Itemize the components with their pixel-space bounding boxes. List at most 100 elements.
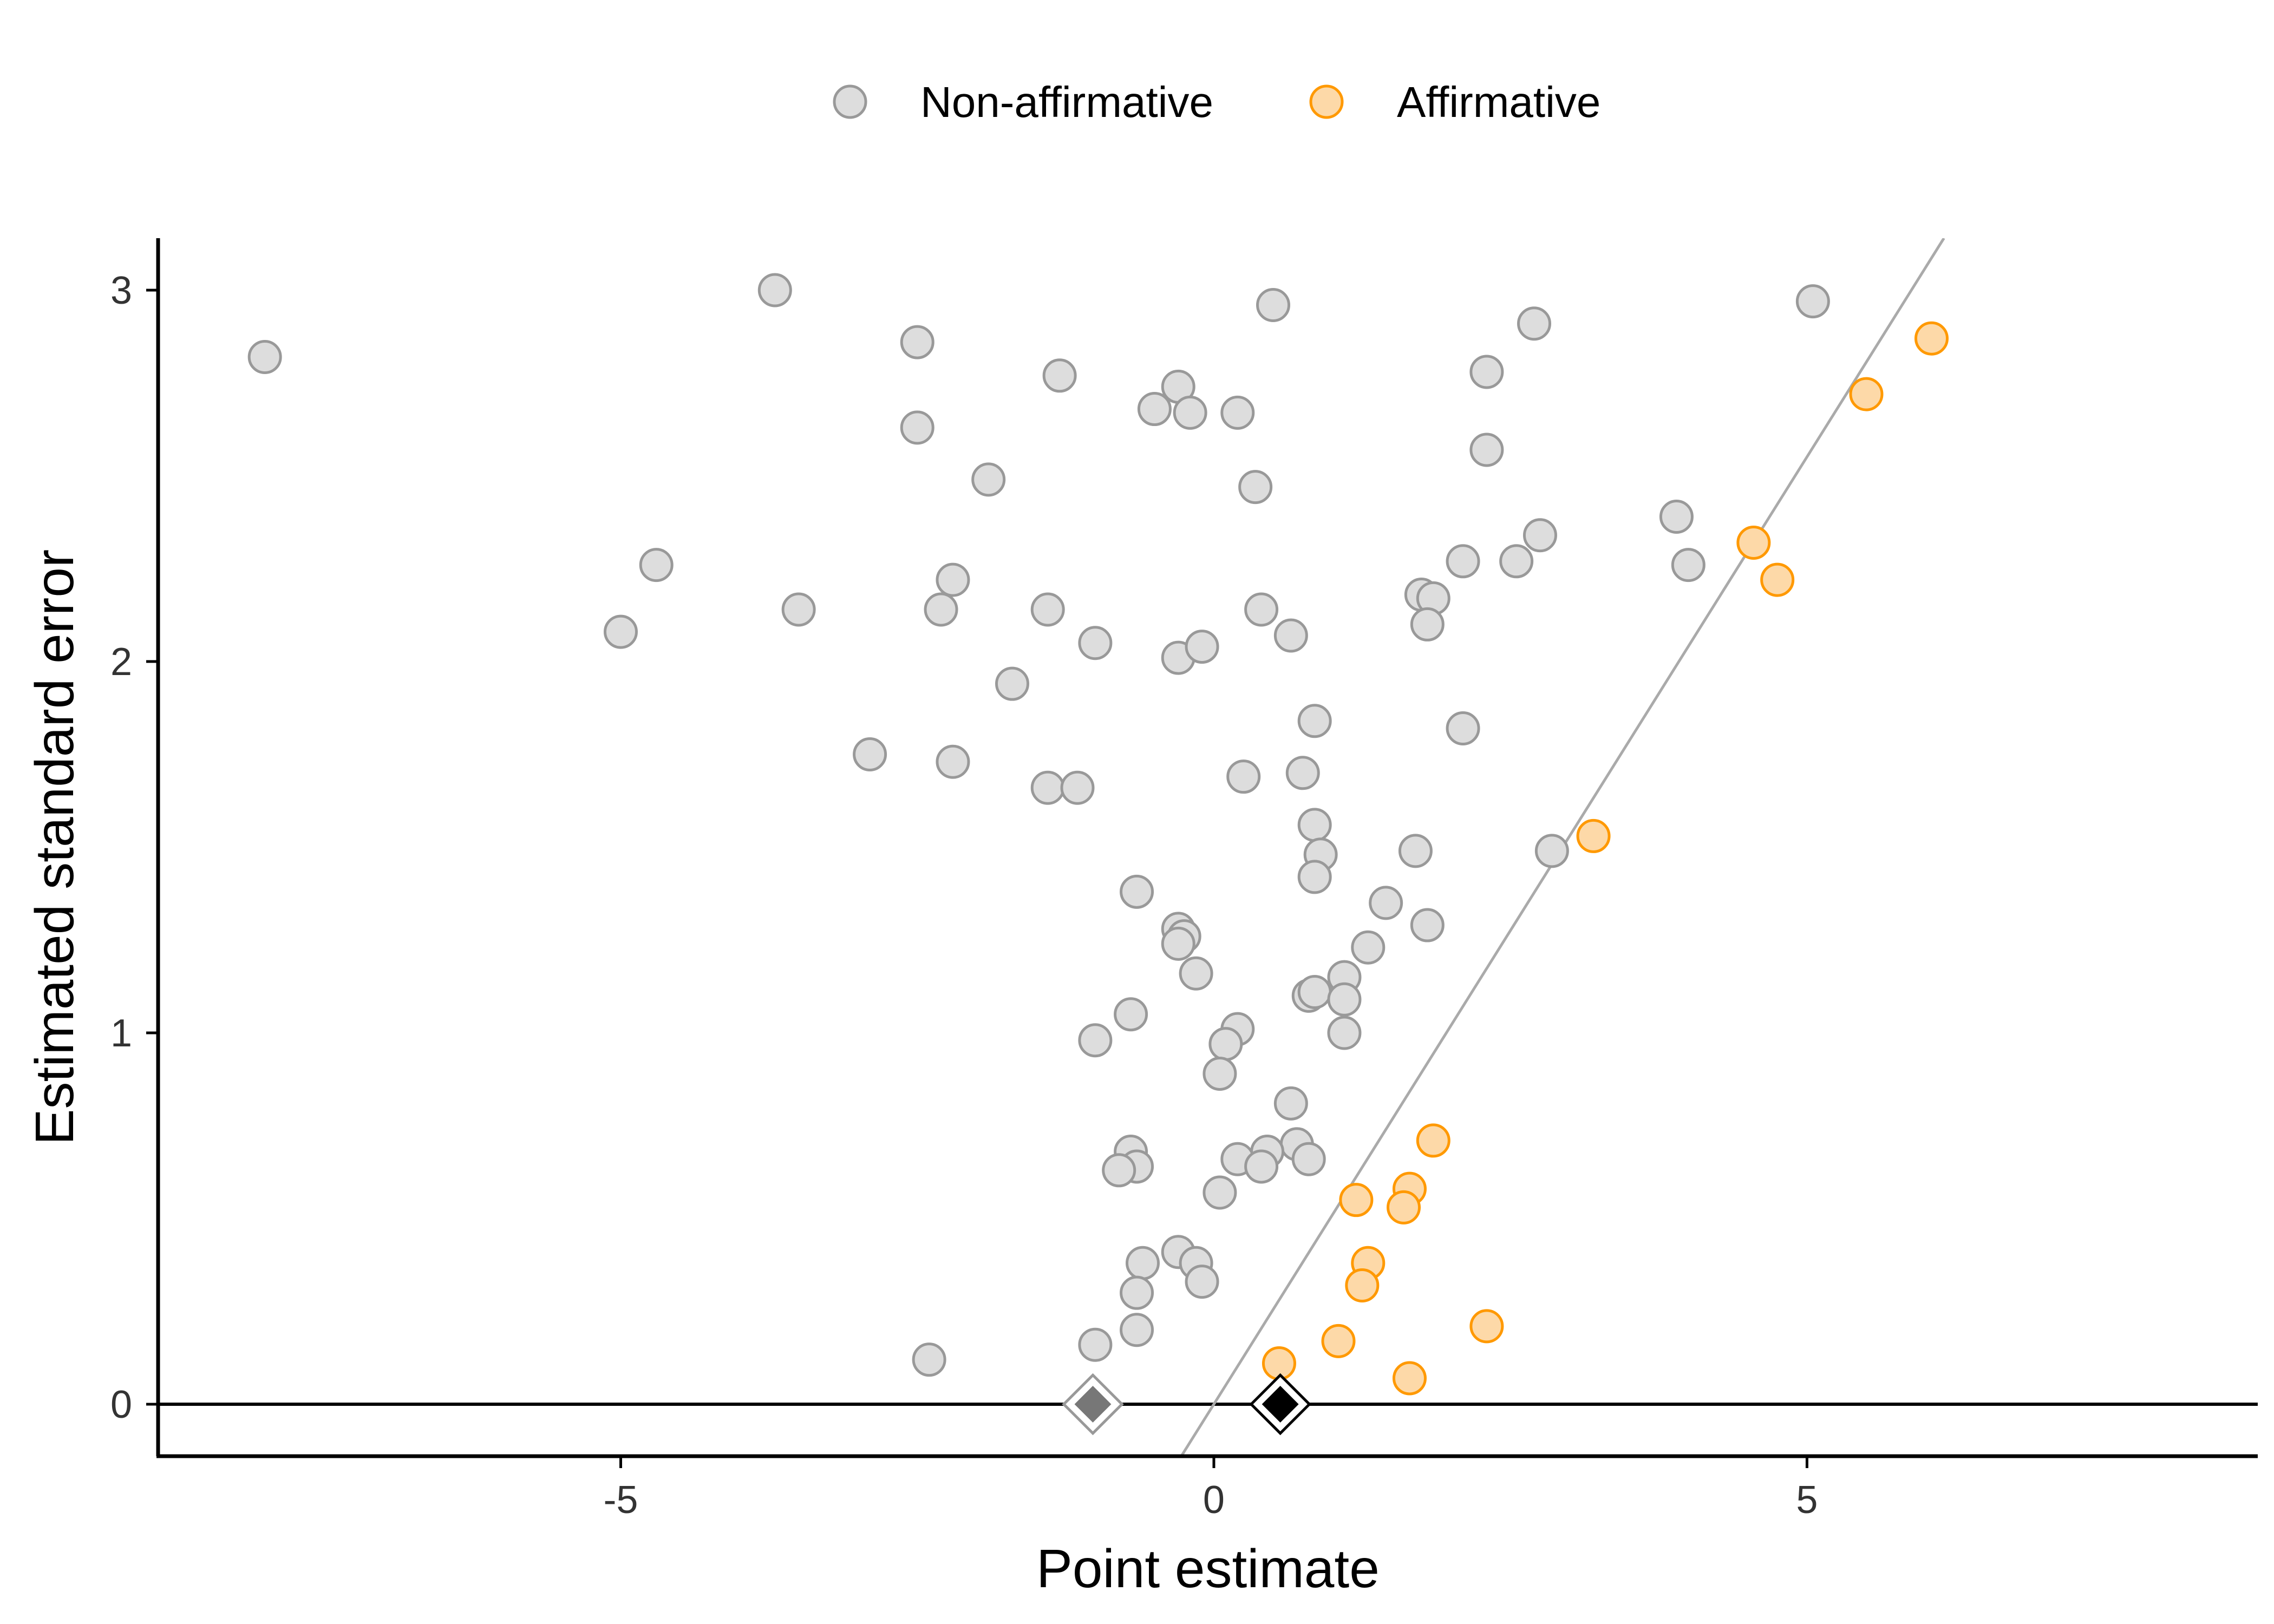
point-non-affirmative bbox=[1795, 284, 1830, 319]
point-non-affirmative bbox=[1297, 704, 1332, 738]
point-non-affirmative bbox=[1297, 975, 1332, 1010]
point-non-affirmative bbox=[1244, 592, 1279, 627]
x-axis-ticks: -5 0 5 bbox=[603, 1456, 1818, 1522]
pooled-estimate-worst-case-fill bbox=[1074, 1386, 1112, 1423]
point-non-affirmative bbox=[1238, 470, 1273, 505]
legend-key-non-affirmative bbox=[833, 84, 867, 119]
y-tick-label: 2 bbox=[110, 640, 132, 684]
point-non-affirmative bbox=[1327, 982, 1362, 1017]
point-affirmative bbox=[1760, 562, 1795, 597]
point-non-affirmative bbox=[1208, 1027, 1243, 1062]
y-axis-title: Estimated standard error bbox=[24, 549, 85, 1145]
x-tick-label: 0 bbox=[1203, 1478, 1225, 1522]
point-non-affirmative bbox=[1179, 956, 1213, 991]
point-non-affirmative bbox=[1517, 306, 1552, 341]
point-non-affirmative bbox=[1137, 392, 1172, 427]
point-non-affirmative bbox=[1327, 1016, 1362, 1050]
point-non-affirmative bbox=[936, 562, 970, 597]
point-non-affirmative bbox=[1285, 756, 1320, 790]
point-non-affirmative bbox=[1297, 808, 1332, 842]
point-non-affirmative bbox=[1078, 1327, 1113, 1362]
legend-label-affirmative: Affirmative bbox=[1397, 78, 1600, 126]
legend-label-non-affirmative: Non-affirmative bbox=[920, 78, 1213, 126]
pooled-estimates bbox=[1062, 1373, 1311, 1436]
point-non-affirmative bbox=[1398, 834, 1433, 868]
point-non-affirmative bbox=[1244, 1149, 1279, 1184]
y-tick-label: 1 bbox=[110, 1012, 132, 1055]
point-non-affirmative bbox=[757, 273, 792, 307]
point-non-affirmative bbox=[924, 592, 958, 627]
point-non-affirmative bbox=[1671, 548, 1706, 582]
y-tick-label: 0 bbox=[110, 1383, 132, 1426]
point-non-affirmative bbox=[1060, 770, 1095, 805]
point-non-affirmative bbox=[603, 614, 638, 649]
point-non-affirmative bbox=[247, 340, 282, 375]
point-affirmative bbox=[1416, 1123, 1450, 1158]
point-non-affirmative bbox=[1522, 518, 1557, 553]
point-non-affirmative bbox=[1102, 1153, 1136, 1188]
pooled-estimate-overall-fill bbox=[1262, 1386, 1299, 1423]
pooled-estimate-overall bbox=[1249, 1373, 1311, 1436]
point-non-affirmative bbox=[1410, 607, 1445, 641]
point-affirmative bbox=[1321, 1324, 1356, 1358]
point-affirmative bbox=[1345, 1268, 1380, 1302]
point-non-affirmative bbox=[1125, 1246, 1160, 1280]
point-non-affirmative bbox=[1030, 592, 1065, 627]
point-non-affirmative bbox=[1273, 618, 1308, 653]
point-non-affirmative bbox=[1273, 1086, 1308, 1121]
point-non-affirmative bbox=[1185, 1265, 1219, 1299]
point-non-affirmative bbox=[1161, 926, 1195, 961]
point-non-affirmative bbox=[1203, 1056, 1237, 1091]
point-affirmative bbox=[1576, 818, 1611, 853]
point-affirmative bbox=[1392, 1361, 1427, 1396]
x-axis-title: Point estimate bbox=[1036, 1538, 1380, 1599]
point-non-affirmative bbox=[1203, 1175, 1237, 1210]
point-non-affirmative bbox=[1446, 711, 1480, 745]
point-non-affirmative bbox=[1534, 834, 1569, 868]
point-non-affirmative bbox=[1499, 544, 1534, 579]
point-affirmative bbox=[1849, 377, 1884, 411]
point-affirmative bbox=[1339, 1183, 1374, 1217]
point-non-affirmative bbox=[900, 325, 935, 359]
point-non-affirmative bbox=[1120, 1313, 1154, 1347]
point-non-affirmative bbox=[1297, 860, 1332, 894]
point-non-affirmative bbox=[1220, 395, 1255, 430]
point-non-affirmative bbox=[936, 744, 970, 779]
point-non-affirmative bbox=[1226, 759, 1261, 794]
point-non-affirmative bbox=[1078, 626, 1113, 660]
point-non-affirmative bbox=[781, 592, 816, 627]
pooled-estimate-worst-case bbox=[1062, 1373, 1124, 1436]
point-non-affirmative bbox=[1659, 499, 1694, 534]
point-non-affirmative bbox=[1469, 355, 1504, 389]
point-affirmative bbox=[1469, 1309, 1504, 1344]
point-non-affirmative bbox=[1120, 1275, 1154, 1310]
point-non-affirmative bbox=[1369, 886, 1403, 920]
point-non-affirmative bbox=[1030, 770, 1065, 805]
point-non-affirmative bbox=[1469, 433, 1504, 467]
point-non-affirmative bbox=[1351, 930, 1386, 965]
point-non-affirmative bbox=[1114, 997, 1148, 1032]
y-tick-label: 3 bbox=[110, 269, 132, 312]
point-non-affirmative bbox=[912, 1343, 946, 1377]
y-axis-ticks: 0 1 2 3 bbox=[110, 269, 158, 1426]
point-non-affirmative bbox=[900, 410, 935, 445]
point-affirmative bbox=[1914, 321, 1949, 356]
point-non-affirmative bbox=[853, 737, 887, 772]
point-affirmative bbox=[1736, 526, 1771, 560]
point-non-affirmative bbox=[1185, 630, 1219, 664]
point-non-affirmative bbox=[1291, 1142, 1326, 1176]
legend-key-affirmative bbox=[1309, 84, 1344, 119]
point-non-affirmative bbox=[995, 666, 1029, 701]
x-tick-label: 5 bbox=[1796, 1478, 1818, 1522]
legend: Non-affirmative Affirmative bbox=[833, 78, 1600, 126]
point-non-affirmative bbox=[971, 462, 1006, 497]
data-points bbox=[247, 273, 1949, 1396]
point-non-affirmative bbox=[1256, 287, 1291, 322]
point-non-affirmative bbox=[639, 548, 674, 582]
x-tick-label: -5 bbox=[603, 1478, 638, 1522]
point-non-affirmative bbox=[1446, 544, 1480, 579]
point-non-affirmative bbox=[1410, 908, 1445, 942]
point-non-affirmative bbox=[1078, 1023, 1113, 1058]
point-affirmative bbox=[1262, 1346, 1296, 1381]
